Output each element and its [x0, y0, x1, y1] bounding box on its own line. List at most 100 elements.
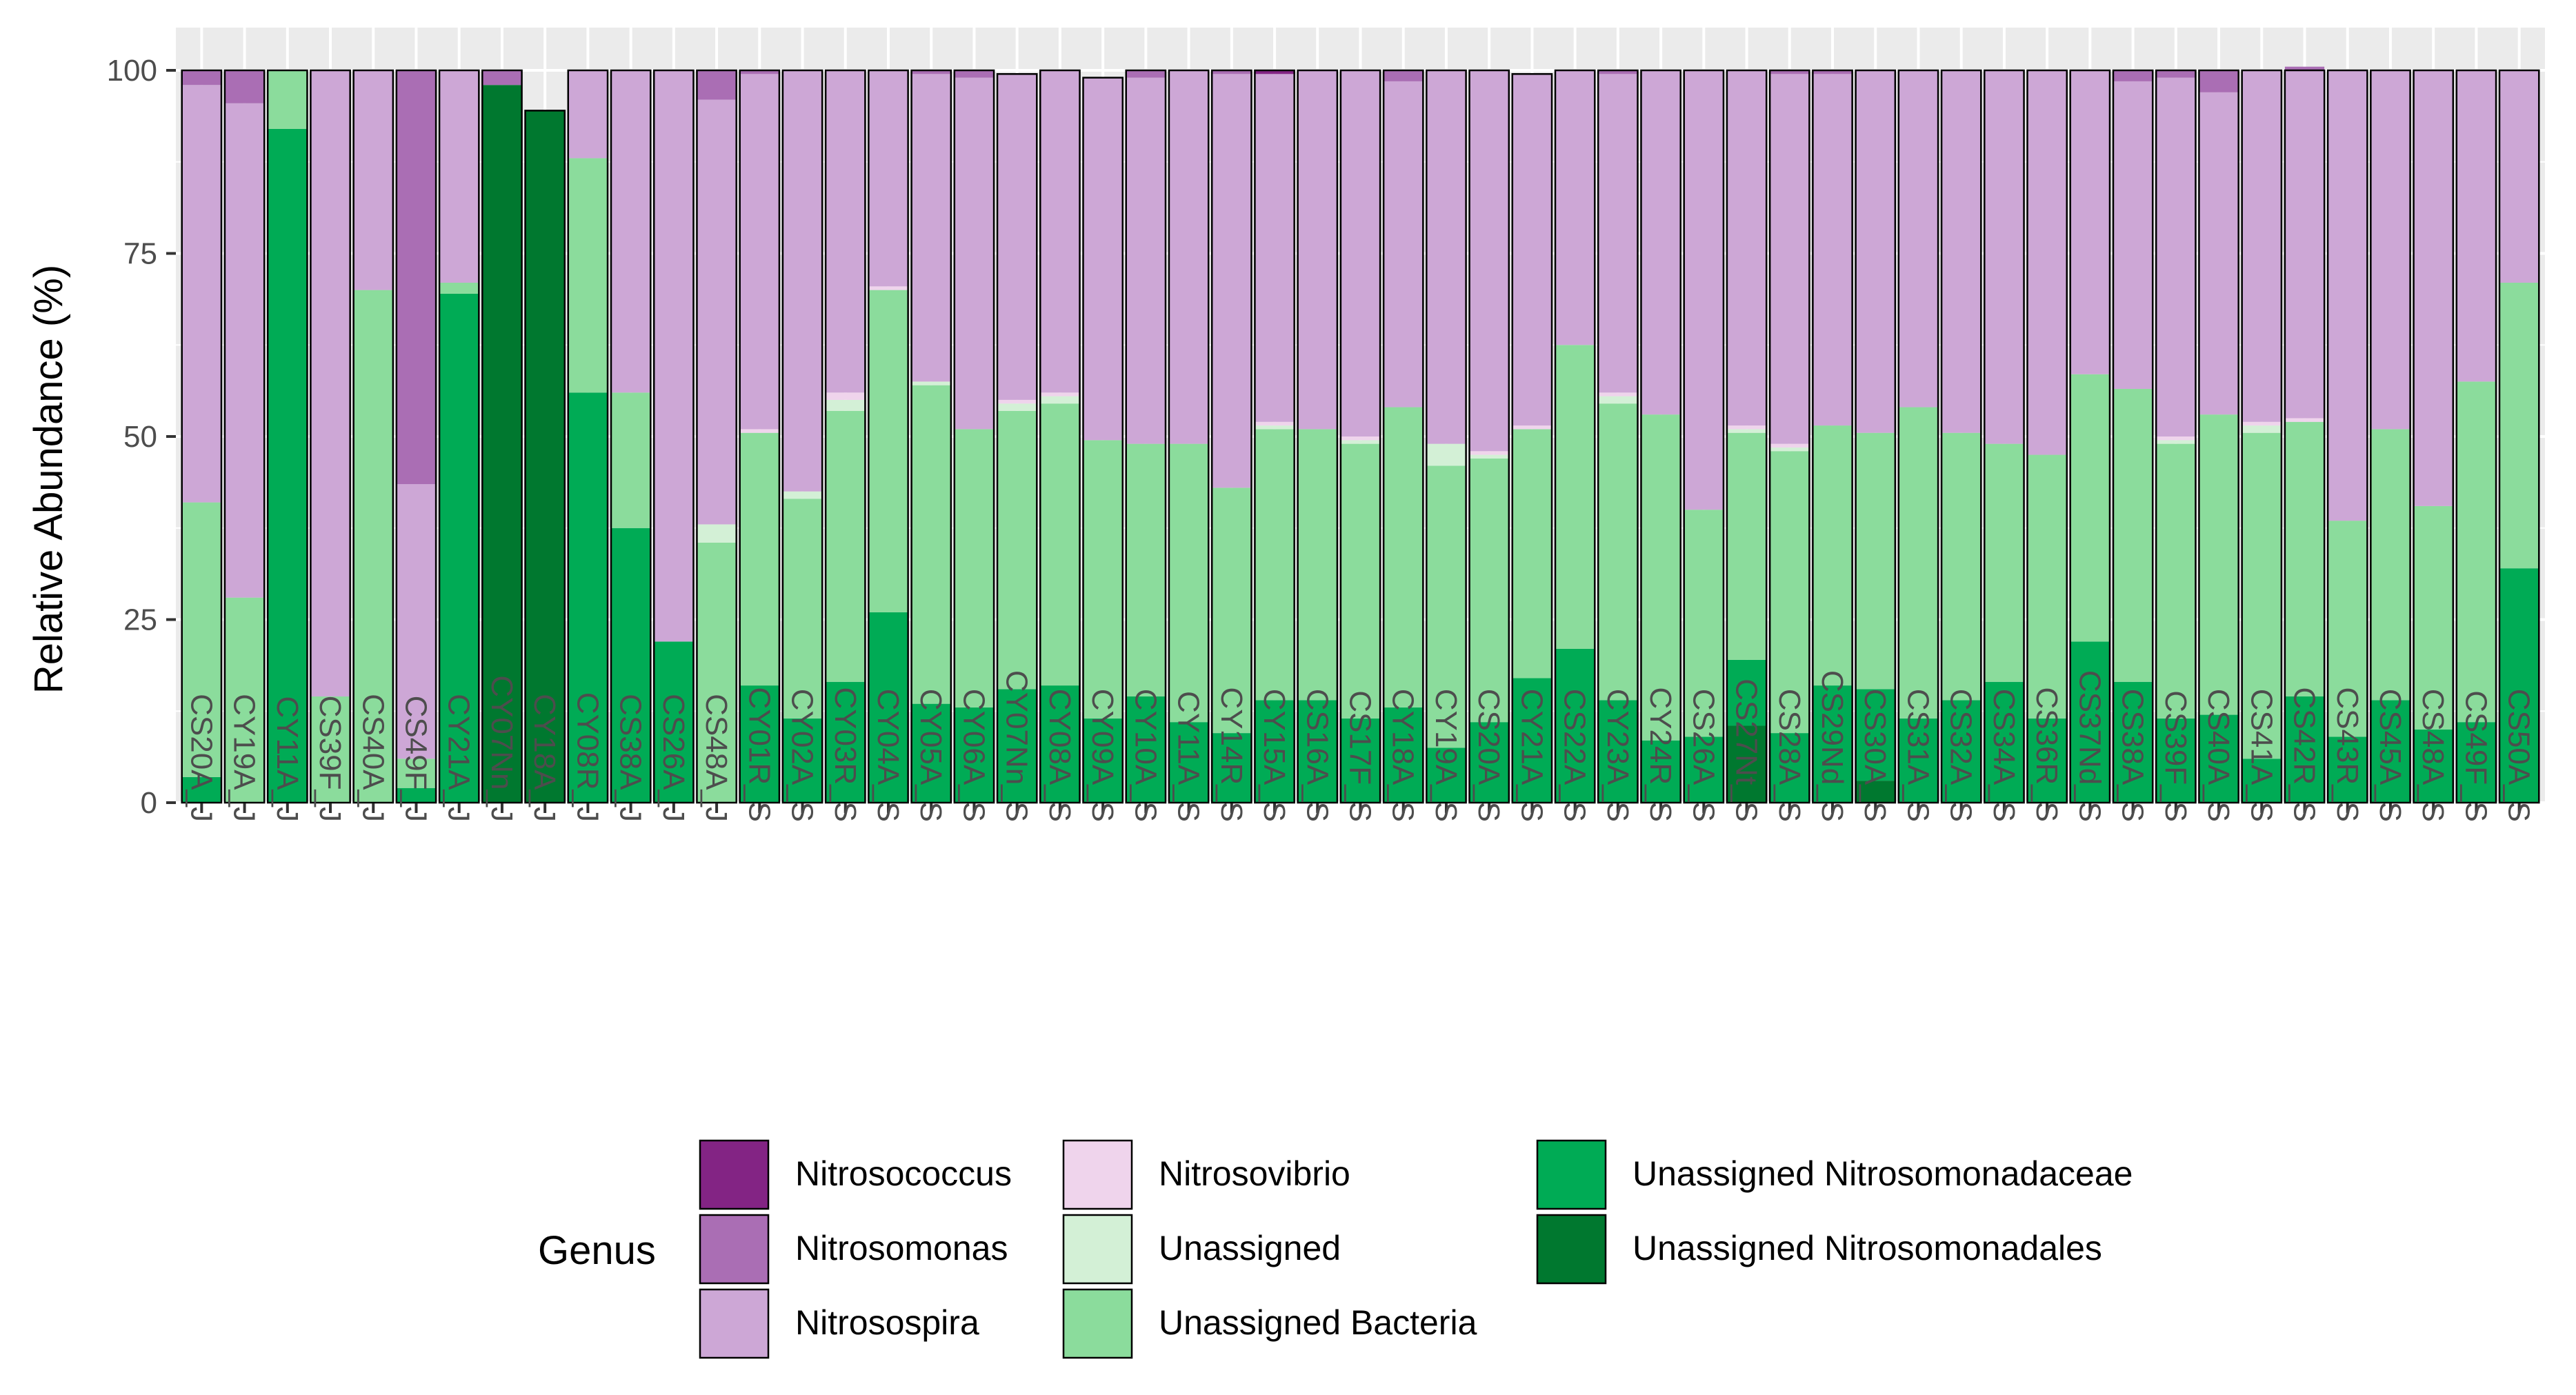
- bar-segment: [1469, 458, 1509, 723]
- bar-segment: [1726, 725, 1767, 803]
- bar-segment: [1641, 414, 1681, 741]
- bar-segment: [1168, 443, 1209, 723]
- x-tick-label: CY11A_J: [270, 696, 304, 822]
- bar-segment: [439, 282, 479, 294]
- y-axis-title: Relative Abundance (%): [26, 265, 71, 694]
- bar-segment: [997, 399, 1037, 404]
- bar-segment: [268, 128, 308, 803]
- bar-segment: [310, 696, 350, 803]
- x-tick-label: CS48A_J: [699, 694, 733, 822]
- bar-segment: [2241, 70, 2282, 422]
- bar-segment: [826, 392, 866, 400]
- bar-segment: [997, 74, 1037, 400]
- bar-segment: [1512, 429, 1552, 679]
- bar-segment: [1726, 432, 1767, 660]
- bar-segment: [1855, 70, 1895, 433]
- bar-segment: [911, 703, 951, 803]
- bar-segment: [1598, 70, 1638, 74]
- bar-segment: [1168, 70, 1209, 444]
- x-tick-label: CS32A_S: [1944, 689, 1978, 822]
- bar-segment: [1426, 747, 1466, 803]
- bar-outline: [395, 69, 437, 804]
- bar-segment: [2284, 70, 2325, 419]
- bar-segment: [782, 491, 823, 499]
- x-tick-label: CS50A_S: [2502, 689, 2536, 822]
- x-tick-label: CY06A_S: [957, 689, 990, 822]
- bar-segment: [954, 429, 995, 707]
- bar-segment: [224, 597, 265, 803]
- bar-segment: [568, 70, 608, 159]
- bar-outline: [1382, 69, 1424, 804]
- bar-outline: [1082, 77, 1124, 804]
- x-tick-label: CY18A_J: [528, 694, 561, 822]
- bar-segment: [1340, 718, 1381, 803]
- bar-segment: [739, 429, 779, 433]
- x-tick-label: CS27Nt_S: [1730, 679, 1764, 822]
- bar-segment: [2499, 70, 2539, 283]
- bar-segment: [2241, 425, 2282, 433]
- bar-segment: [739, 74, 779, 430]
- bar-segment: [739, 432, 779, 686]
- bar-segment: [396, 484, 437, 759]
- bar-segment: [1255, 429, 1295, 701]
- x-tick-label: CS41A_S: [2244, 689, 2278, 822]
- legend-label: Unassigned: [1159, 1229, 1341, 1267]
- x-tick-label: CS31A_S: [1901, 689, 1935, 822]
- bar-segment: [2070, 641, 2110, 803]
- legend-entry: Unassigned: [1061, 1213, 1341, 1285]
- bar-outline: [481, 69, 523, 804]
- bar-segment: [1469, 451, 1509, 455]
- y-tick-label: 0: [141, 786, 157, 820]
- bar-outline: [2241, 69, 2283, 804]
- bar-segment: [268, 70, 308, 129]
- x-tick-label: CS29Nd_S: [1815, 670, 1849, 822]
- bar-outline: [652, 69, 695, 804]
- bar-segment: [396, 759, 437, 788]
- bar-segment: [2284, 696, 2325, 803]
- bar-segment: [2156, 436, 2196, 441]
- bar-outline: [1339, 69, 1381, 804]
- bar-outline: [2455, 69, 2497, 804]
- x-tick-label: CY09A_S: [1086, 689, 1119, 822]
- bar-segment: [1855, 689, 1895, 781]
- bar-segment: [1641, 740, 1681, 803]
- legend-swatch: [699, 1214, 770, 1285]
- bar-segment: [1469, 70, 1509, 452]
- bar-segment: [2070, 374, 2110, 642]
- bar-outline: [223, 69, 266, 804]
- legend-entry: Unassigned Nitrosomonadales: [1535, 1213, 2102, 1285]
- bar-segment: [1813, 70, 1853, 74]
- bar-segment: [439, 293, 479, 803]
- legend-swatch: [1062, 1214, 1133, 1285]
- bar-segment: [1726, 659, 1767, 726]
- legend-swatch: [699, 1139, 770, 1210]
- bar-segment: [1770, 451, 1810, 734]
- bar-segment: [911, 381, 951, 385]
- bar-segment: [997, 410, 1037, 690]
- x-tick-label: CS39F_S: [2159, 690, 2193, 822]
- bar-segment: [1083, 718, 1123, 803]
- bar-segment: [1641, 70, 1681, 415]
- bar-segment: [2499, 568, 2539, 803]
- bar-segment: [697, 70, 737, 100]
- bar-outline: [1511, 73, 1553, 804]
- x-tick-label: CS38A_J: [614, 694, 648, 822]
- bar-outline: [2370, 69, 2411, 804]
- bar-outline: [1297, 69, 1339, 804]
- x-tick-label: CS49F_J: [399, 696, 432, 822]
- bar-segment: [2199, 714, 2239, 803]
- bar-segment: [1770, 70, 1810, 74]
- bar-segment: [482, 70, 522, 86]
- legend-label: Unassigned Bacteria: [1159, 1303, 1477, 1342]
- bar-segment: [353, 290, 393, 803]
- bar-segment: [2413, 70, 2453, 506]
- bar-segment: [2413, 505, 2453, 730]
- bar-segment: [868, 70, 908, 287]
- x-tick-label: CY03R_S: [828, 687, 862, 822]
- bar-outline: [910, 69, 952, 804]
- bar-segment: [1040, 70, 1080, 393]
- bar-segment: [2499, 282, 2539, 569]
- bar-segment: [1126, 696, 1166, 803]
- x-tick-label: CY14R_S: [1215, 687, 1248, 822]
- bar-outline: [1039, 69, 1081, 804]
